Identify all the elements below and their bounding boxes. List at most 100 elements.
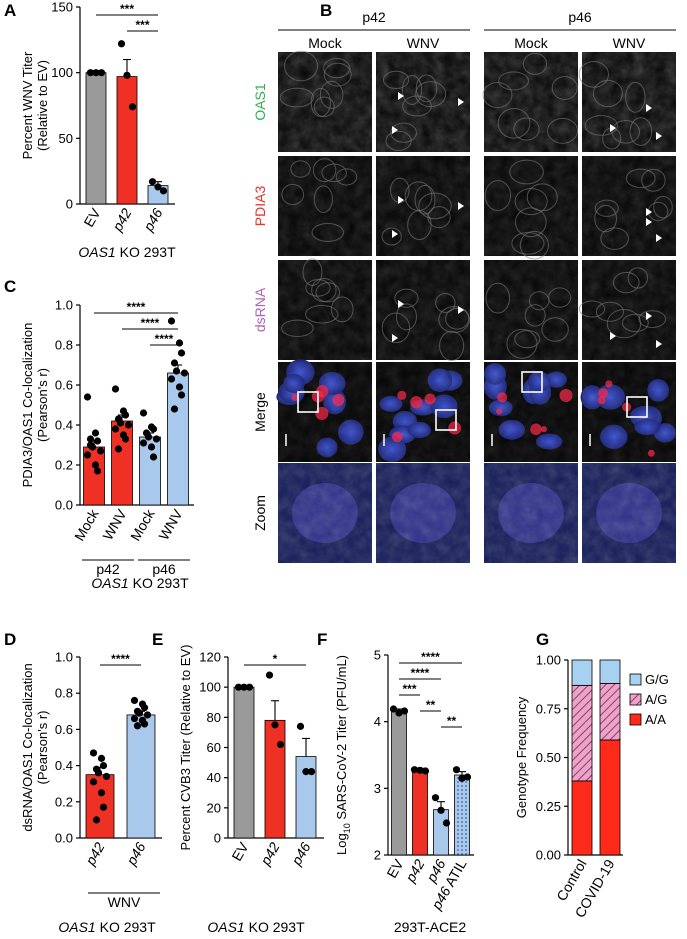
cell-outline xyxy=(305,305,339,324)
cell-outline xyxy=(541,317,569,342)
cell-outline xyxy=(438,306,470,333)
legend-swatch xyxy=(629,673,642,686)
legend-label: A/A xyxy=(645,712,666,727)
micrograph-texture xyxy=(484,52,578,152)
cell-outline xyxy=(506,328,538,359)
data-point xyxy=(140,704,149,712)
data-point xyxy=(83,393,92,401)
y-tick-label: 0.8 xyxy=(55,686,73,701)
data-point xyxy=(416,766,424,774)
stacked-segment-A/A xyxy=(571,780,593,856)
data-point xyxy=(302,768,310,776)
data-point xyxy=(92,816,101,824)
cell-outline xyxy=(513,117,540,141)
cell-outline xyxy=(382,70,410,90)
y-tick-label: 0.0 xyxy=(55,498,73,513)
arrowhead xyxy=(656,340,662,348)
significance-label: **** xyxy=(127,300,146,314)
data-point xyxy=(149,425,158,433)
channel-label: PDIA3 xyxy=(252,186,268,227)
data-point xyxy=(431,794,440,802)
micrograph-Merge-1 xyxy=(376,362,470,462)
chart-panel-D: D 0.0 0.2 0.4 0.6 0.8 1.0 **** dsRNA/OAS1 Co-loc… xyxy=(4,630,162,935)
panel-label-F: F xyxy=(317,630,327,649)
significance-label: **** xyxy=(411,666,430,680)
cell-outline xyxy=(484,180,512,211)
y-tick-label: 80 xyxy=(207,710,221,725)
pdia3-signal xyxy=(332,394,345,406)
category-label: Mock xyxy=(71,506,102,544)
pdia3-signal xyxy=(424,393,436,405)
data-point xyxy=(234,683,243,691)
channel-label: Merge xyxy=(252,392,268,432)
category-label: EV xyxy=(80,205,104,230)
micrograph-Zoom-3 xyxy=(582,463,676,563)
bar-p46 xyxy=(126,714,156,839)
x-axis-label: 293T-ACE2 xyxy=(394,919,467,935)
chart-panel-G: G0.000.250.500.751.00ControlCOVID-19Geno… xyxy=(514,630,669,920)
data-point xyxy=(148,178,157,186)
x-axis-label: OAS1 KO 293T xyxy=(58,919,156,935)
data-point xyxy=(117,40,126,48)
micrograph-dsRNA-3 xyxy=(578,260,676,360)
significance-label: ** xyxy=(426,698,436,712)
y-axis-label: (Pearson's r) xyxy=(35,710,50,784)
group-header: p42 xyxy=(362,9,386,25)
pdia3-signal xyxy=(605,380,613,388)
cell-outline xyxy=(313,185,333,213)
significance-label: *** xyxy=(402,682,416,696)
data-point xyxy=(154,183,162,191)
group-header: p46 xyxy=(568,9,592,25)
data-point xyxy=(102,772,111,781)
pdia3-signal xyxy=(530,423,542,436)
zoom-box xyxy=(521,371,543,393)
arrowhead xyxy=(646,312,652,320)
arrowhead xyxy=(398,300,404,308)
data-point xyxy=(400,707,409,715)
data-point xyxy=(128,103,137,111)
pdia3-signal xyxy=(497,392,508,403)
y-tick-label: 0.6 xyxy=(55,722,73,737)
y-tick-label: 50 xyxy=(59,131,73,146)
data-point xyxy=(458,774,466,782)
cell-outline xyxy=(279,87,315,108)
cell-outline xyxy=(497,108,531,139)
condition-label: Mock xyxy=(308,35,342,51)
micrograph-OAS1-1 xyxy=(376,52,470,152)
y-axis-label: dsRNA/OAS1 Co-localization xyxy=(20,663,35,831)
cell-outline xyxy=(381,227,402,246)
significance-label: **** xyxy=(155,332,174,346)
panel-label-D: D xyxy=(4,630,16,649)
data-point xyxy=(147,443,156,451)
data-point xyxy=(88,443,97,451)
data-point xyxy=(86,69,95,77)
cell-outline xyxy=(625,168,656,189)
arrowhead xyxy=(610,332,616,340)
micrograph-OAS1-2 xyxy=(482,52,579,152)
merge-texture xyxy=(376,362,470,462)
pdia3-signal xyxy=(597,396,606,405)
y-tick-label: 0.6 xyxy=(55,378,73,393)
zoom-texture xyxy=(278,463,372,563)
pdia3-signal xyxy=(448,421,462,435)
cell-outline xyxy=(612,271,640,294)
cell-outline xyxy=(606,309,642,339)
pdia3-signal xyxy=(316,384,329,398)
legend-swatch xyxy=(629,693,642,706)
micrograph-dsRNA-0 xyxy=(278,258,372,360)
zoom-texture xyxy=(582,463,676,563)
y-tick-label: 100 xyxy=(199,680,221,695)
category-label: WNV xyxy=(99,506,130,543)
y-axis-label: Percent WNV Titer xyxy=(20,51,35,159)
panel-label-B: B xyxy=(320,1,332,20)
y-tick-label: 20 xyxy=(207,800,221,815)
significance-label: * xyxy=(273,652,278,666)
cell-outline xyxy=(482,81,513,109)
micrograph-PDIA3-3 xyxy=(582,156,676,256)
cell-outline xyxy=(524,304,546,327)
micrograph-PDIA3-2 xyxy=(484,156,578,260)
micrograph-texture xyxy=(278,156,372,256)
cell-outline xyxy=(509,159,544,185)
data-point xyxy=(92,69,100,77)
